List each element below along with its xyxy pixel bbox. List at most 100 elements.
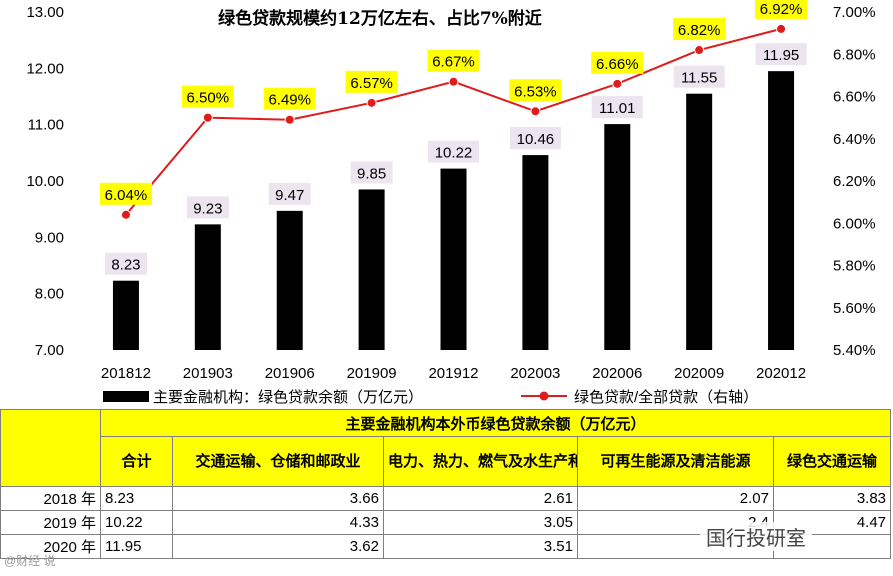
- row-year: 2019 年: [0, 510, 101, 535]
- bar-label-bg: [509, 127, 561, 150]
- cell-total: 8.23: [100, 486, 173, 511]
- cell-green-transport: 3.83: [772, 486, 892, 511]
- bar-data-label: 10.22: [435, 145, 473, 162]
- bar: [686, 93, 713, 350]
- line-point: [120, 209, 131, 220]
- bar: [194, 224, 221, 350]
- bar-label-bg: [350, 161, 393, 184]
- table-row: 2018 年 8.23 3.66 2.61 2.07 3.83: [0, 486, 892, 511]
- table-row: 2020 年 11.95 3.62 3.51: [0, 534, 892, 559]
- legend-bar-swatch: [103, 391, 149, 402]
- x-axis-tick-label: 201906: [265, 365, 315, 382]
- bar: [604, 124, 631, 350]
- chart-title: 绿色贷款规模约12万亿左右、占比7%附近: [218, 8, 542, 29]
- cell-transport: 3.66: [172, 486, 384, 511]
- x-axis-tick-label: 202006: [592, 365, 642, 382]
- bar-data-label: 9.23: [193, 200, 222, 217]
- left-axis-tick-label: 9.00: [35, 229, 64, 246]
- header-green-transport: 绿色交通运输: [772, 436, 892, 487]
- left-axis-tick-label: 10.00: [26, 173, 64, 190]
- line-point: [284, 114, 295, 125]
- line-point: [612, 78, 623, 89]
- header-total: 合计: [100, 436, 173, 487]
- right-axis-tick-label: 5.80%: [833, 258, 876, 275]
- bar: [276, 210, 303, 350]
- line-data-label: 6.04%: [105, 187, 148, 204]
- cell-power: 3.05: [383, 510, 578, 535]
- legend-line-label: 绿色贷款/全部贷款（右轴）: [574, 388, 758, 406]
- bar-label-bg: [428, 140, 479, 163]
- row-year: 2020 年: [0, 534, 101, 559]
- bar-data-label: 10.46: [517, 131, 555, 148]
- bar-label-bg: [673, 65, 725, 88]
- line-point: [530, 106, 541, 117]
- line-data-label: 6.67%: [432, 54, 475, 71]
- line-label-bg: [755, 0, 808, 19]
- bar-data-label: 11.55: [681, 70, 717, 87]
- chart-svg: 7.00 8.00 9.00 10.00 11.00 12.00 13.00 5.40% 5.6…: [26, 0, 876, 406]
- watermark-left: @财经 说: [4, 554, 56, 568]
- line-label-bg: [427, 49, 480, 72]
- watermark: 国行投研室: [700, 522, 812, 551]
- loan-table: 主要金融机构本外币绿色贷款余额（万亿元） 合计 交通运输、仓储和邮政业 电力、热…: [0, 409, 892, 559]
- right-axis-tick-label: 6.20%: [833, 173, 876, 190]
- right-axis-tick-label: 5.40%: [833, 342, 876, 359]
- bar-data-label: 8.23: [111, 257, 140, 274]
- x-axis-tick-label: 202012: [756, 365, 806, 382]
- legend-bar-label: 主要金融机构：绿色贷款余额（万亿元）: [153, 388, 423, 406]
- right-axis-tick-label: 7.00%: [833, 4, 876, 21]
- left-axis-tick-label: 7.00: [35, 342, 64, 359]
- bar-label-bg: [268, 182, 311, 205]
- right-axis-tick-label: 6.00%: [833, 215, 876, 232]
- loan-table-area: 主要金融机构本外币绿色贷款余额（万亿元） 合计 交通运输、仓储和邮政业 电力、热…: [0, 409, 893, 576]
- right-axis-tick-label: 6.80%: [833, 46, 876, 63]
- x-axis-tick-label: 202003: [510, 365, 560, 382]
- cell-power: 3.51: [383, 534, 578, 559]
- line-point: [202, 112, 213, 123]
- line-data-label: 6.66%: [596, 56, 639, 73]
- line-label-bg: [99, 182, 152, 205]
- bar: [112, 280, 139, 350]
- cell-transport: 4.33: [172, 510, 384, 535]
- bar-data-label: 9.47: [275, 187, 304, 204]
- row-year: 2018 年: [0, 486, 101, 511]
- line-label-bg: [591, 51, 644, 74]
- bar-data-label: 11.01: [599, 100, 635, 117]
- header-power: 电力、热力、燃气及水生产和供应业: [383, 436, 578, 487]
- line-data-label: 6.57%: [350, 75, 393, 92]
- left-axis-tick-label: 11.00: [28, 117, 64, 134]
- line-data-label: 6.92%: [760, 1, 803, 18]
- bar: [522, 155, 549, 350]
- header-transport: 交通运输、仓储和邮政业: [172, 436, 384, 487]
- cell-power: 2.61: [383, 486, 578, 511]
- bar-label-bg: [591, 96, 643, 119]
- bar: [358, 189, 385, 350]
- x-axis-tick-label: 201812: [101, 365, 151, 382]
- line-point: [776, 23, 787, 34]
- line-label-bg: [345, 70, 398, 93]
- line-point: [366, 97, 377, 108]
- line-data-label: 6.50%: [187, 90, 230, 107]
- bar-data-label: 9.85: [357, 165, 386, 182]
- line-data-label: 6.82%: [678, 22, 721, 39]
- bar: [768, 71, 795, 351]
- line-label-bg: [509, 79, 562, 102]
- line-data-label: 6.49%: [268, 92, 311, 109]
- x-axis-tick-label: 201912: [428, 365, 478, 382]
- line-data-label: 6.53%: [514, 83, 557, 100]
- left-axis-tick-label: 8.00: [35, 286, 64, 303]
- right-axis-tick-label: 5.60%: [833, 300, 876, 317]
- left-axis-tick-label: 13.00: [26, 4, 64, 21]
- chart-area: 7.00 8.00 9.00 10.00 11.00 12.00 13.00 5.40% 5.6…: [26, 0, 876, 406]
- line-label-bg: [181, 85, 234, 108]
- header-renewable: 可再生能源及清洁能源: [577, 436, 774, 487]
- x-axis-tick-label: 201909: [347, 365, 397, 382]
- cell-total: 10.22: [100, 510, 173, 535]
- cell-transport: 3.62: [172, 534, 384, 559]
- bar-label-bg: [104, 252, 147, 275]
- bar-label-bg: [755, 43, 807, 66]
- bar-label-bg: [186, 196, 229, 219]
- table-corner-cell: [0, 409, 101, 487]
- line-label-bg: [673, 18, 726, 41]
- x-axis-tick-label: 202009: [674, 365, 724, 382]
